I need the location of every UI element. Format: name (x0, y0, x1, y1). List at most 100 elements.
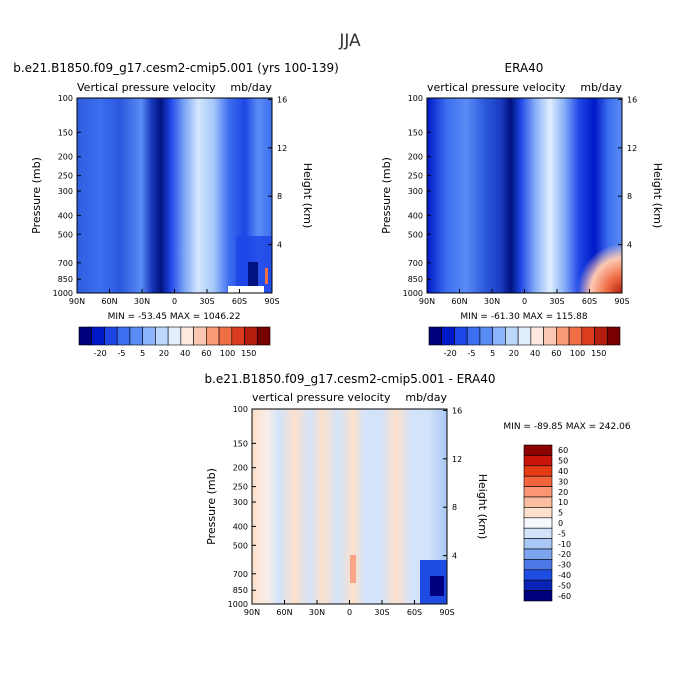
panel-obs-polar-feature (572, 238, 622, 293)
panel-diff-colorbar-label: 0 (558, 519, 563, 528)
panel-obs-xtick-label: 30N (484, 297, 500, 306)
panel-obs-y2tick-label: 16 (627, 95, 637, 104)
panel-diff-y2tick-label: 16 (452, 406, 462, 415)
panel-diff-colorbar-swatch (523, 475, 553, 487)
panel-model-ytick-label: 300 (58, 187, 73, 196)
panel-diff-ytick-label: 400 (233, 522, 248, 531)
panel-model-colorbar-swatch (231, 326, 245, 346)
panel-obs-colorbar-swatch (466, 326, 481, 346)
panel-obs-colorbar-swatch (568, 326, 583, 346)
panel-obs-xtick-label: 60N (451, 297, 467, 306)
panel-diff-xtick-label: 60S (407, 608, 422, 617)
panel-obs-stats: MIN = -61.30 MAX = 115.88 (460, 312, 587, 322)
panel-model-colorbar-label: 40 (180, 349, 190, 358)
panel-model-ytick-label: 1000 (53, 289, 73, 298)
panel-obs-ytick-label: 1000 (403, 289, 423, 298)
panel-obs-ytick-label: 500 (408, 230, 423, 239)
panel-model-colorbar-label: 20 (159, 349, 169, 358)
panel-model-ytick-label: 100 (58, 94, 73, 103)
panel-obs-colorbar-swatch (428, 326, 443, 346)
panel-model-y2tick-label: 16 (277, 95, 287, 104)
panel-diff-variable: vertical pressure velocity (252, 391, 391, 404)
panel-diff-xtick-label: 90S (439, 608, 454, 617)
panel-diff-colorbar-label: -10 (558, 540, 571, 549)
panel-diff-field (252, 409, 447, 604)
panel-model-y2label: Height (km) (301, 163, 314, 229)
panel-model-colorbar-swatch (116, 326, 131, 346)
panel-model-colorbar-swatch (218, 326, 233, 346)
panel-diff-y2tick-label: 12 (452, 455, 462, 464)
panel-obs-xtick-label: 0 (522, 297, 527, 306)
panel-obs-colorbar-swatch (492, 326, 506, 346)
panel-model-xtick-label: 60N (101, 297, 117, 306)
panel-model-ytick-label: 400 (58, 211, 73, 220)
panel-diff-colorbar-swatch (523, 517, 553, 529)
panel-model-variable: Vertical pressure velocity (77, 81, 216, 94)
panel-diff-y2tick-label: 8 (452, 503, 457, 512)
panel-obs-colorbar-swatch (556, 326, 570, 346)
panel-diff-xtick-label: 60N (276, 608, 292, 617)
panel-diff-colorbar-label: 5 (558, 509, 563, 518)
panel-obs-ylabel: Pressure (mb) (380, 157, 393, 234)
panel-model-units: mb/day (230, 81, 272, 94)
panel-diff-colorbar-label: -5 (558, 529, 566, 538)
panel-obs-ytick-label: 200 (408, 153, 423, 162)
panel-model-ytick-label: 700 (58, 259, 73, 268)
panel-model-xtick-label: 30S (199, 297, 214, 306)
panel-obs-colorbar-label: -5 (467, 349, 475, 358)
panel-model-colorbar-swatch (193, 326, 207, 346)
panel-obs-colorbar-label: 60 (551, 349, 561, 358)
panel-model-stats: MIN = -53.45 MAX = 1046.22 (108, 312, 241, 322)
panel-model-colorbar-swatch (129, 326, 143, 346)
panel-diff-colorbar-label: 50 (558, 457, 568, 466)
panel-diff-colorbar-swatch (523, 496, 553, 508)
panel-model-missing-data (228, 286, 264, 293)
panel-obs-variable: vertical pressure velocity (427, 81, 566, 94)
panel-obs-xtick-label: 90N (419, 297, 435, 306)
panel-obs-ytick-label: 300 (408, 187, 423, 196)
panel-diff-xtick-label: 30N (309, 608, 325, 617)
panel-model-xtick-label: 30N (134, 297, 150, 306)
panel-obs-xtick-label: 30S (549, 297, 564, 306)
panel-model-y2tick-label: 8 (277, 192, 282, 201)
panel-diff-colorbar-swatch (523, 569, 553, 581)
panel-diff-colorbar-swatch (523, 538, 553, 550)
panel-obs-y2tick-label: 8 (627, 192, 632, 201)
panel-model-y2tick-label: 4 (277, 241, 282, 250)
panel-model-y2tick-label: 12 (277, 144, 287, 153)
panel-obs-y2tick-label: 4 (627, 241, 632, 250)
panel-model-colorbar-label: 5 (140, 349, 145, 358)
panel-diff-colorbar-label: -50 (558, 581, 571, 590)
panel-model-title: b.e21.B1850.f09_g17.cesm2-cmip5.001 (yrs… (13, 61, 339, 75)
panel-obs-colorbar-label: 100 (570, 349, 585, 358)
panel-model-colorbar-swatch (91, 326, 105, 346)
panel-diff-ytick-label: 1000 (228, 600, 248, 609)
panel-model-colorbar-label: 60 (201, 349, 211, 358)
panel-diff-colorbar-label: 10 (558, 498, 568, 507)
panel-diff-title: b.e21.B1850.f09_g17.cesm2-cmip5.001 - ER… (204, 372, 495, 386)
panel-obs-colorbar-swatch (581, 326, 595, 346)
panel-obs-colorbar-swatch (505, 326, 519, 346)
panel-model-colorbar-label: 150 (241, 349, 256, 358)
panel-obs-y2label: Height (km) (651, 163, 664, 229)
panel-obs-colorbar-label: 40 (530, 349, 540, 358)
panel-obs-xtick-label: 60S (582, 297, 597, 306)
panel-diff: b.e21.B1850.f09_g17.cesm2-cmip5.001 - ER… (204, 372, 630, 617)
panel-model-ytick-label: 200 (58, 153, 73, 162)
panel-diff-xtick-label: 90N (244, 608, 260, 617)
panel-diff-ytick-label: 850 (233, 586, 248, 595)
panel-diff-colorbar-swatch (523, 444, 553, 456)
panel-diff-units: mb/day (405, 391, 447, 404)
panel-obs-colorbar-label: 150 (591, 349, 606, 358)
panel-diff-y2label: Height (km) (476, 474, 489, 540)
panel-model-ylabel: Pressure (mb) (30, 157, 43, 234)
panel-obs-colorbar-swatch (530, 326, 544, 346)
panel-model-ytick-label: 150 (58, 128, 73, 137)
panel-model-colorbar-swatch (167, 326, 182, 346)
panel-obs-colorbar-label: -20 (444, 349, 457, 358)
panel-diff-colorbar-swatch (523, 590, 553, 602)
panel-model-ytick-label: 500 (58, 230, 73, 239)
panel-obs-colorbar-swatch (441, 326, 455, 346)
panel-model-colorbar-label: -20 (94, 349, 107, 358)
